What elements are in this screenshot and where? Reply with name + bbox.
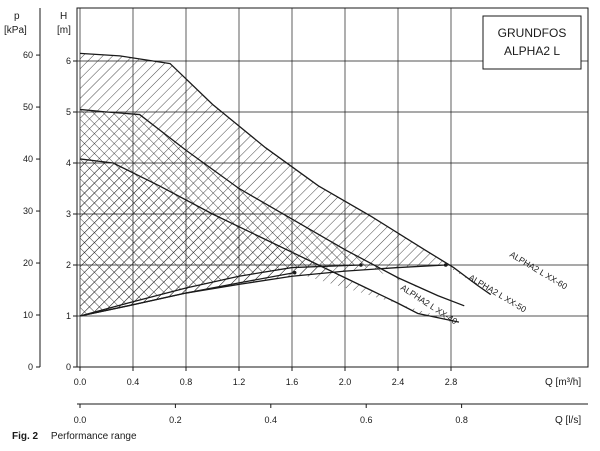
x-primary-tick-label-6: 2.4: [392, 377, 405, 387]
figure-number: Fig. 2: [12, 431, 39, 442]
max-curve-3: [79, 52, 492, 296]
figure-caption: Fig. 2 Performance range: [12, 431, 137, 442]
curve-junction-1: [292, 270, 297, 275]
x-secondary-tick-label-2: 0.4: [265, 415, 278, 425]
y-outer-symbol: p: [14, 11, 20, 22]
y-outer-tick-label-0: 0: [28, 362, 33, 372]
y-inner-tick-label-6: 6: [66, 56, 71, 66]
title-box: [482, 15, 582, 70]
figure-text: Performance range: [50, 431, 137, 442]
curve-junction-2: [359, 263, 363, 267]
x-secondary-tick-label-4: 0.8: [455, 415, 468, 425]
x-secondary-label: Q [l/s]: [555, 415, 581, 426]
min-curve-3: [79, 264, 446, 317]
plot-frame: [76, 7, 589, 368]
max-curve-2: [79, 108, 465, 307]
y-outer-unit: [kPa]: [4, 25, 27, 36]
curve-label-2: ALPHA2 L XX-50: [467, 272, 528, 314]
hatched-areas: [80, 53, 491, 323]
y-inner-tick-label-5: 5: [66, 107, 71, 117]
x-secondary-tick-label-1: 0.2: [169, 415, 182, 425]
y-inner-symbol: H: [60, 11, 67, 22]
x-primary-tick-label-1: 0.4: [127, 377, 140, 387]
y-outer-tick-label-3: 30: [23, 206, 33, 216]
curve-lines: [79, 52, 492, 323]
curve-junction-3: [443, 263, 448, 267]
x-secondary-tick-label-0: 0.0: [74, 415, 87, 425]
y-outer-tick-label-2: 20: [23, 258, 33, 268]
x-primary-tick-label-2: 0.8: [180, 377, 193, 387]
min-curve-2: [79, 264, 361, 317]
curve-label-3: ALPHA2 L XX-60: [508, 249, 569, 291]
axes: 0 10 20 30 40 50 60 0 1 2 3 4 5 6 0.0 0.4 0.8 1.2 1.6 2.0 2.…: [23, 8, 588, 425]
y-outer-tick-label-5: 50: [23, 102, 33, 112]
y-inner-tick-label-4: 4: [66, 158, 71, 168]
y-inner-tick-label-0: 0: [66, 362, 71, 372]
y-inner-tick-label-1: 1: [66, 311, 71, 321]
y-inner-tick-label-3: 3: [66, 209, 71, 219]
y-inner-tick-label-2: 2: [66, 260, 71, 270]
y-outer-tick-label-4: 40: [23, 154, 33, 164]
x-primary-tick-label-4: 1.6: [286, 377, 299, 387]
x-primary-tick-label-0: 0.0: [74, 377, 87, 387]
curve-label-1: ALPHA2 L XX-40: [399, 282, 459, 326]
title-line-2: ALPHA2 L: [504, 44, 560, 58]
x-primary-tick-label-5: 2.0: [339, 377, 352, 387]
x-primary-label: Q [m³/h]: [545, 377, 581, 388]
x-primary-tick-label-3: 1.2: [233, 377, 246, 387]
y-outer-tick-label-1: 10: [23, 310, 33, 320]
y-outer-tick-label-6: 60: [23, 50, 33, 60]
area-3: [80, 53, 491, 316]
y-inner-unit: [m]: [57, 25, 71, 36]
max-curve-1: [79, 158, 460, 323]
x-secondary-tick-label-3: 0.6: [360, 415, 373, 425]
title-line-1: GRUNDFOS: [498, 26, 567, 40]
x-primary-tick-label-7: 2.8: [445, 377, 458, 387]
